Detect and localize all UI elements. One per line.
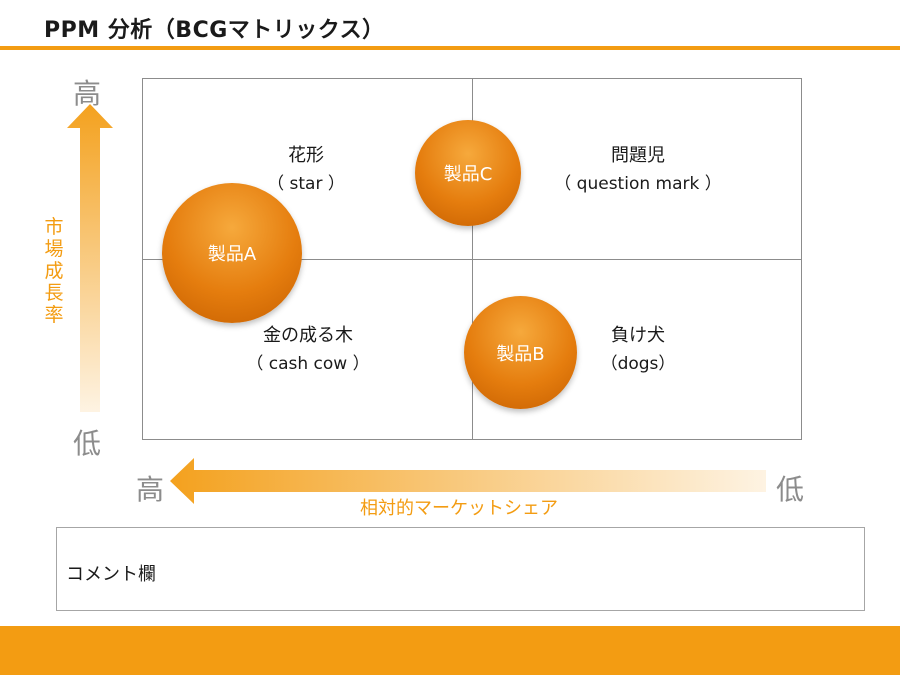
quadrant-dogs-label: 負け犬 （dogs） (588, 322, 688, 378)
quadrant-dogs-sub: （dogs） (600, 354, 676, 374)
product-c-label: 製品C (443, 164, 493, 185)
y-axis-arrow-icon (67, 104, 113, 412)
quadrant-star-label: 花形 （ star ） (256, 142, 356, 198)
quadrant-cash-cow-label: 金の成る木 （ cash cow ） (238, 322, 378, 378)
x-axis-high-label: 高 (136, 473, 165, 506)
product-a-bubble: 製品A (162, 183, 302, 323)
quadrant-question-mark-sub: （ question mark ） (554, 174, 722, 194)
quadrant-star-name: 花形 (288, 145, 324, 166)
quadrant-dogs-name: 負け犬 (611, 325, 665, 346)
x-axis-low-label: 低 (776, 473, 805, 506)
comment-label: コメント欄 (66, 564, 156, 585)
quadrant-star-sub: （ star ） (267, 174, 345, 194)
page-title: PPM 分析（BCGマトリックス） (44, 18, 385, 43)
x-axis-title: 相対的マーケットシェア (360, 498, 558, 519)
product-b-bubble: 製品B (464, 296, 577, 409)
x-axis-arrow-icon (170, 458, 766, 504)
quadrant-cash-cow-name: 金の成る木 (263, 325, 353, 346)
y-axis-high-label: 高 (73, 77, 102, 110)
product-b-label: 製品B (496, 343, 545, 365)
product-c-bubble: 製品C (415, 120, 521, 226)
product-a-label: 製品A (207, 244, 257, 265)
y-axis-low-label: 低 (73, 427, 102, 460)
quadrant-cash-cow-sub: （ cash cow ） (246, 354, 370, 374)
title-underline (0, 46, 900, 50)
comment-box[interactable] (56, 527, 865, 611)
y-axis-title: 市場成長率 (44, 216, 64, 326)
footer-bar (0, 626, 900, 675)
quadrant-question-mark-label: 問題児 （ question mark ） (548, 142, 728, 198)
matrix-horizontal-divider (142, 259, 802, 260)
quadrant-question-mark-name: 問題児 (611, 145, 665, 166)
